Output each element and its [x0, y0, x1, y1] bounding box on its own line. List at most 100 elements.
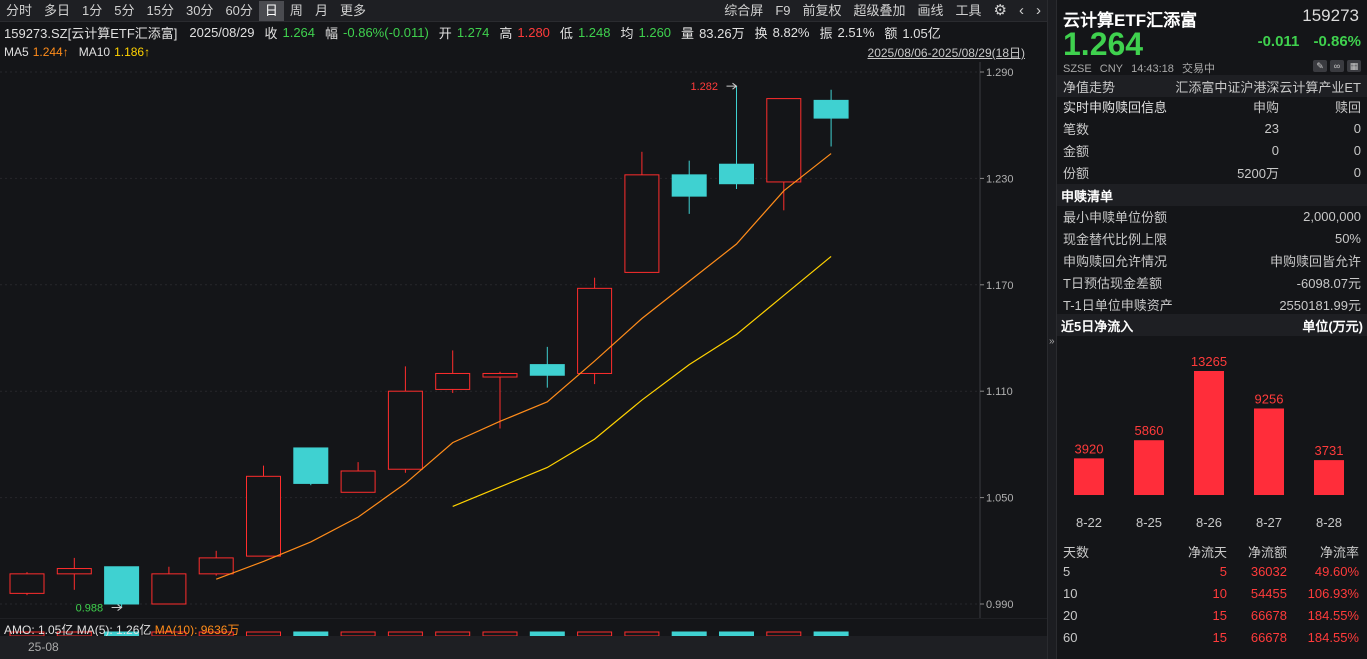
candle-body[interactable]: [671, 174, 707, 197]
candle-body[interactable]: [293, 447, 329, 484]
exchange: SZSE: [1063, 63, 1092, 75]
realtime-row-redeem: 0: [1353, 120, 1361, 136]
ma10-line: [452, 255, 832, 508]
inflow-bar: [1254, 408, 1284, 495]
period-tab-10[interactable]: 更多: [339, 2, 366, 18]
period-tab-6[interactable]: 60分: [225, 2, 253, 18]
ma5-value: 1.244↑: [32, 45, 69, 59]
expand-icon[interactable]: »: [1049, 336, 1055, 347]
flow-table-row-cell: 54455: [1250, 586, 1287, 601]
candle-body[interactable]: [56, 568, 92, 575]
quote-date: 2025/08/29: [189, 24, 255, 40]
flow-table-row-cell: 36032: [1250, 564, 1287, 579]
link-icon[interactable]: ∞: [1330, 60, 1344, 72]
realtime-row-subscribe: 5200万: [1237, 165, 1279, 181]
vol-ma10-label: MA(10): 9636万: [154, 623, 240, 637]
flow-table-header-cell: 净流额: [1247, 545, 1287, 560]
candle-body[interactable]: [577, 287, 613, 374]
period-tab-3[interactable]: 5分: [114, 2, 135, 18]
candle-body[interactable]: [387, 390, 423, 470]
list-title: 申赎清单: [1061, 188, 1114, 204]
candle-body[interactable]: [719, 163, 754, 185]
period-tab-7[interactable]: 日: [258, 0, 284, 21]
col-subscribe: 申购: [1252, 99, 1279, 115]
flow-table-header-cell: 天数: [1063, 545, 1090, 560]
x-axis-label: 25-08: [28, 640, 59, 654]
amp-value: -0.86%(-0.011): [343, 24, 429, 40]
nav-row[interactable]: 净值走势 汇添富中证沪港深云计算产业ET: [1057, 75, 1367, 97]
candle-body[interactable]: [246, 475, 281, 557]
quote-info-bar: 159273.SZ[云计算ETF汇添富] 2025/08/29 收 1.264 …: [0, 22, 1047, 42]
date-range[interactable]: 2025/08/06-2025/08/29(18日): [867, 46, 1025, 60]
period-toolbar: 分时 多日 1分 5分 15分 30分 60分日周月更多 综合屏 F9 前复权 超级叠加 画线 工具 ⚙ ‹…: [0, 0, 1047, 22]
grid-icon[interactable]: ▦: [1347, 60, 1361, 72]
period-tab-9[interactable]: 月: [314, 2, 328, 18]
candle-body[interactable]: [340, 470, 376, 493]
tool-button-2[interactable]: 前复权: [802, 2, 842, 18]
candle-body[interactable]: [435, 372, 471, 390]
settings-icon[interactable]: ⚙: [993, 1, 1007, 19]
candle-body[interactable]: [9, 573, 45, 594]
avg-label: 均: [620, 25, 634, 41]
realtime-row: 笔数 23 0: [1057, 117, 1367, 139]
flow-table-row-cell: 10: [1212, 586, 1227, 601]
realtime-row: 份额 5200万 0: [1057, 161, 1367, 183]
inflow-bar: [1074, 458, 1104, 495]
tool-button-4[interactable]: 画线: [917, 2, 944, 18]
list-row-value: 50%: [1334, 230, 1361, 246]
realtime-header: 实时申购赎回信息 申购 赎回: [1057, 95, 1367, 117]
tool-button-5[interactable]: 工具: [955, 2, 982, 18]
flow-table-row-cell: 106.93%: [1307, 586, 1359, 601]
period-tab-0[interactable]: 分时: [6, 2, 33, 18]
nav-left-icon[interactable]: ‹: [1019, 1, 1024, 19]
tool-button-3[interactable]: 超级叠加: [853, 2, 906, 18]
high-marker: [726, 82, 738, 90]
candlestick-chart[interactable]: 1.290 1.230 1.170 1.110 1.050 0.990 1.282 0.988: [0, 62, 1047, 618]
turn-label: 换: [754, 25, 768, 41]
edit-icon[interactable]: ✎: [1313, 60, 1327, 72]
x-axis: 25-08: [0, 636, 1047, 659]
flow-table-row-cell: 184.55%: [1307, 608, 1359, 623]
avg-value: 1.260: [638, 24, 672, 40]
inflow-category-label: 8-22: [1076, 515, 1102, 530]
inflow-value-label: 3731: [1315, 443, 1344, 458]
candle-body[interactable]: [624, 174, 660, 273]
candle-body[interactable]: [766, 98, 802, 183]
nav-value: 汇添富中证沪港深云计算产业ET: [1175, 79, 1361, 95]
tool-button-0[interactable]: 综合屏: [724, 2, 764, 18]
flow-section-title: 近5日净流入 单位(万元): [1057, 314, 1367, 336]
flow-table: 天数 净流天 净流额 净流率 5 5 36032 49.60% 10 10 54455 106.93%…: [1057, 538, 1367, 648]
candle-body[interactable]: [151, 573, 187, 605]
candle-body[interactable]: [104, 566, 140, 605]
period-tab-5[interactable]: 30分: [185, 2, 214, 18]
realtime-row-redeem: 0: [1353, 142, 1361, 158]
list-row-label: T日预估现金差额: [1063, 275, 1162, 291]
inflow-category-label: 8-26: [1196, 515, 1222, 530]
nav-right-icon[interactable]: ›: [1036, 1, 1041, 19]
list-row: T日预估现金差额 -6098.07元: [1057, 271, 1367, 293]
list-row-label: 申购赎回允许情况: [1063, 253, 1168, 269]
change-value: -0.011: [1257, 33, 1300, 50]
flow-table-row-cell: 5: [1219, 564, 1227, 579]
flow-table-header: 天数 净流天 净流额 净流率: [1057, 538, 1367, 560]
candle-body[interactable]: [813, 99, 849, 119]
open-label: 开: [438, 25, 452, 41]
amo-label: AMO: 1.05亿: [4, 623, 74, 637]
period-tab-1[interactable]: 多日: [44, 2, 71, 18]
candle-body[interactable]: [482, 372, 518, 378]
ma10-label: MA10: [78, 45, 111, 59]
candle-body[interactable]: [529, 364, 565, 376]
list-row-value: 2550181.99元: [1279, 297, 1361, 313]
candle-body[interactable]: [198, 557, 234, 575]
low-marker: [111, 604, 123, 611]
period-tab-2[interactable]: 1分: [82, 2, 103, 18]
y-tick-label: 1.290: [986, 67, 1014, 79]
etf-info-panel: 云计算ETF汇添富 159273 1.264 -0.011 -0.86% SZS…: [1057, 0, 1367, 659]
tool-button-1[interactable]: F9: [775, 2, 791, 18]
inflow-value-label: 5860: [1135, 423, 1164, 438]
realtime-row-label: 笔数: [1063, 121, 1090, 137]
period-tab-4[interactable]: 15分: [146, 2, 174, 18]
period-tab-8[interactable]: 周: [289, 2, 303, 18]
panel-divider[interactable]: »: [1047, 0, 1057, 659]
list-row-value: 2,000,000: [1303, 208, 1361, 224]
